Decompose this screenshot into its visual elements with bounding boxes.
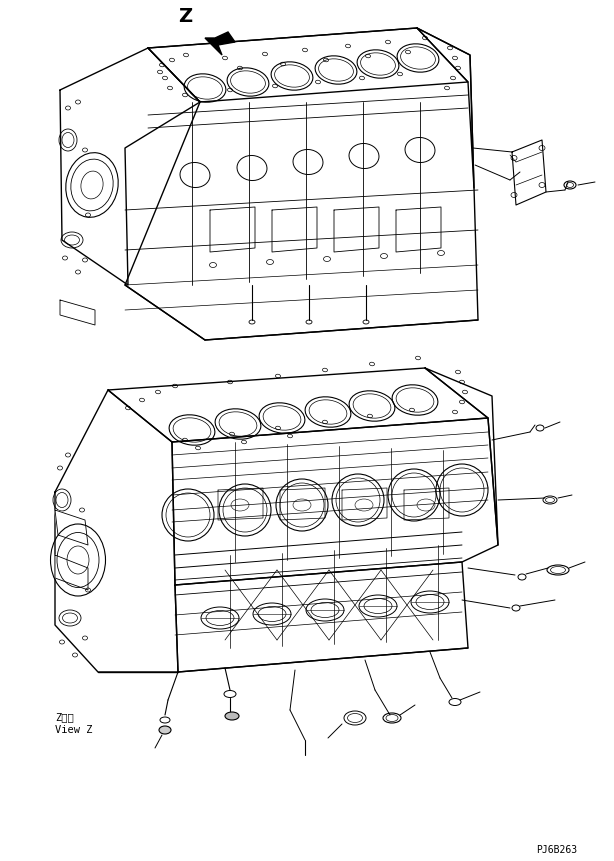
Polygon shape [60, 48, 200, 285]
Polygon shape [417, 28, 474, 188]
Text: Z　視: Z 視 [55, 712, 74, 722]
Polygon shape [205, 32, 235, 55]
Polygon shape [272, 207, 317, 252]
Polygon shape [425, 368, 498, 545]
Polygon shape [125, 28, 478, 340]
Text: View Z: View Z [55, 725, 93, 735]
Polygon shape [55, 390, 178, 672]
Polygon shape [175, 562, 468, 672]
Polygon shape [172, 418, 498, 585]
Ellipse shape [159, 726, 171, 734]
Polygon shape [148, 28, 468, 102]
Polygon shape [210, 207, 255, 252]
Polygon shape [404, 488, 449, 520]
Ellipse shape [225, 712, 239, 720]
Polygon shape [55, 510, 88, 545]
Polygon shape [60, 300, 95, 325]
Text: Z: Z [178, 7, 192, 26]
Polygon shape [218, 488, 263, 520]
Text: PJ6B263: PJ6B263 [536, 845, 577, 855]
Polygon shape [55, 555, 88, 590]
Polygon shape [342, 488, 387, 520]
Polygon shape [396, 207, 441, 252]
Polygon shape [108, 368, 488, 442]
Polygon shape [334, 207, 379, 252]
Polygon shape [512, 140, 546, 205]
Polygon shape [280, 488, 325, 520]
